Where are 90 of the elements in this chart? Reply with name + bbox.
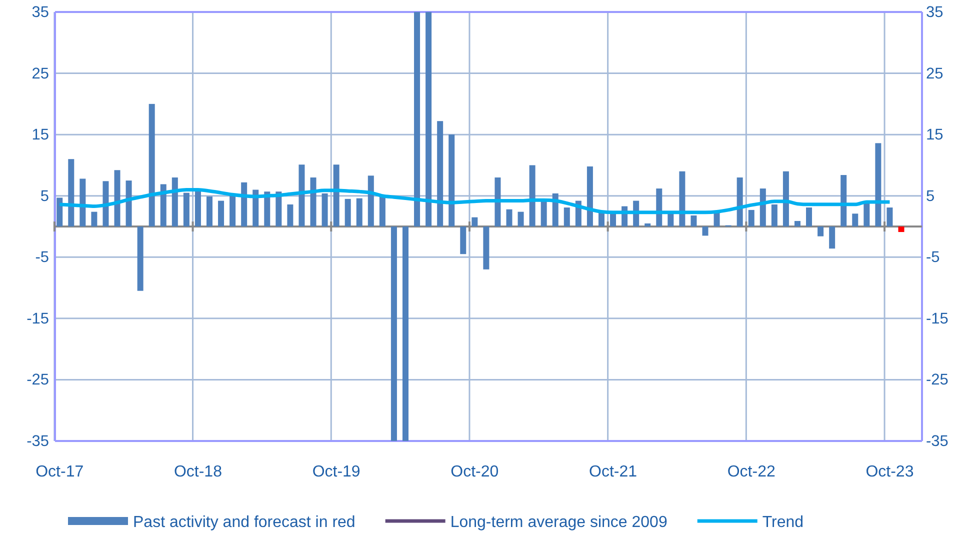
bar	[760, 188, 766, 226]
bar	[241, 182, 248, 226]
bar	[518, 212, 524, 226]
y2-tick-label: 35	[926, 4, 944, 21]
x-tick-label: Oct-21	[589, 463, 638, 480]
y-tick-label: -5	[35, 249, 49, 266]
bar	[379, 196, 386, 226]
x-tick-label: Oct-19	[312, 463, 360, 480]
x-tick-label: Oct-17	[36, 463, 84, 480]
y2-tick-label: -35	[926, 432, 948, 450]
bar	[864, 203, 870, 226]
legend-label: Trend	[762, 514, 804, 531]
bar	[252, 190, 259, 226]
bar	[679, 171, 686, 226]
y2-tick-label: 5	[926, 188, 935, 205]
x-tick-label: Oct-18	[174, 463, 222, 480]
legend-label: Past activity and forecast in red	[133, 514, 356, 531]
bar	[494, 177, 501, 226]
bar	[483, 226, 490, 270]
bar	[829, 226, 836, 249]
bar	[448, 134, 455, 226]
bar	[748, 210, 754, 226]
bar	[426, 12, 432, 226]
bar	[644, 223, 651, 226]
bar	[414, 12, 420, 226]
bar	[172, 177, 178, 226]
bar	[356, 198, 362, 226]
bar	[56, 198, 63, 226]
bar	[344, 198, 351, 226]
bar	[437, 121, 444, 226]
bar	[126, 180, 132, 226]
bar	[771, 204, 778, 226]
bar	[656, 188, 662, 226]
bar	[114, 170, 120, 226]
bar	[322, 193, 328, 226]
bar	[298, 164, 305, 226]
bar	[402, 226, 408, 441]
y-tick-label: 25	[32, 65, 49, 82]
bar	[160, 184, 166, 226]
y2-tick-label: 15	[926, 126, 944, 144]
bar	[598, 212, 604, 226]
bar	[818, 226, 824, 236]
bar	[586, 166, 593, 226]
bar	[390, 226, 397, 441]
y-tick-label: -25	[26, 372, 49, 389]
bar	[702, 226, 708, 236]
line-series	[58, 188, 892, 214]
bar	[875, 143, 882, 226]
bar	[852, 214, 858, 226]
bar	[690, 215, 697, 226]
bar	[183, 192, 190, 226]
bar	[218, 200, 224, 226]
y-tick-label: 5	[40, 188, 49, 205]
bar	[806, 208, 812, 226]
bar	[460, 226, 466, 254]
bar	[137, 226, 144, 291]
bar	[736, 177, 743, 226]
y2-tick-label: 25	[926, 65, 944, 82]
x-tick-label: Oct-23	[866, 463, 914, 480]
bar	[840, 175, 847, 226]
bar	[782, 171, 789, 226]
bar	[148, 104, 155, 226]
bar	[333, 164, 340, 226]
bar	[310, 177, 316, 226]
bar	[102, 181, 109, 226]
legend-label: Long-term average since 2009	[450, 514, 668, 531]
bar	[230, 196, 236, 226]
y-tick-label: 35	[32, 4, 49, 21]
y2-tick-label: -15	[926, 310, 948, 328]
y-tick-label: -35	[26, 432, 49, 450]
bar	[898, 226, 904, 232]
bar	[194, 190, 201, 226]
bar	[368, 176, 374, 226]
bar	[794, 220, 800, 226]
bar	[287, 204, 294, 226]
bar	[91, 212, 98, 226]
bar	[564, 208, 570, 226]
bar	[206, 196, 212, 226]
x-tick-label: Oct-20	[450, 463, 499, 480]
bar	[529, 165, 536, 226]
bar	[472, 217, 478, 226]
y-tick-label: -15	[26, 310, 49, 328]
y2-tick-label: -25	[926, 372, 948, 389]
x-tick-label: Oct-22	[727, 463, 776, 480]
y2-tick-label: -5	[926, 249, 940, 266]
y-tick-label: 15	[32, 126, 49, 144]
bar	[506, 209, 512, 226]
bar	[80, 178, 86, 226]
bar	[886, 208, 893, 226]
bar	[68, 159, 74, 226]
